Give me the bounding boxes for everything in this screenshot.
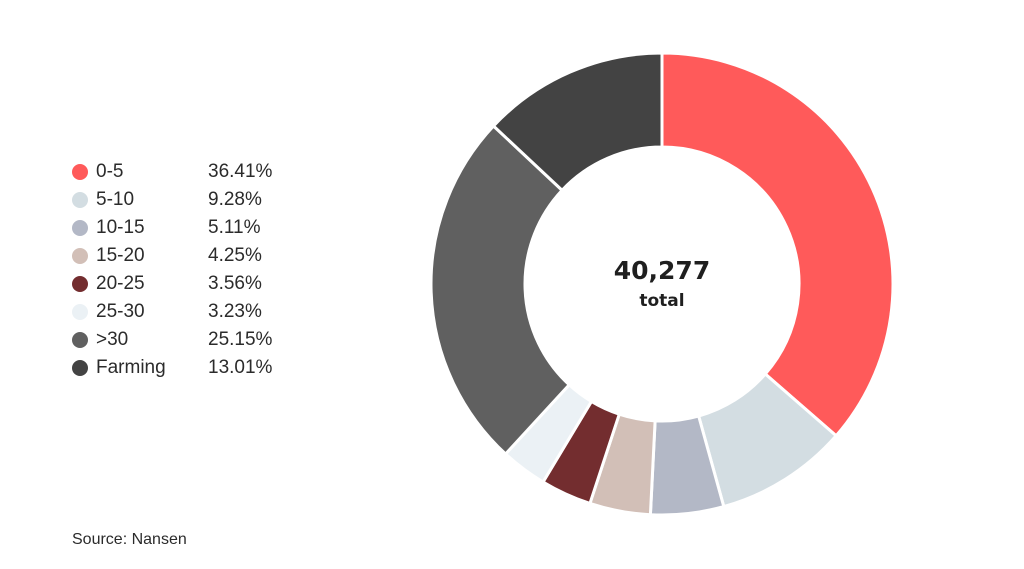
- legend-item: 15-20 4.25%: [72, 242, 312, 270]
- legend-value: 5.11%: [208, 217, 261, 238]
- donut-slices: [430, 52, 894, 516]
- legend-label: >30: [96, 329, 129, 350]
- legend-value: 9.28%: [208, 189, 262, 210]
- legend-swatch: [72, 304, 88, 320]
- donut-slice: [491, 52, 664, 193]
- legend-label: 20-25: [96, 273, 145, 294]
- legend-swatch: [72, 192, 88, 208]
- legend-label: 0-5: [96, 161, 124, 182]
- legend-label: Farming: [96, 357, 166, 378]
- center-total-label: total: [639, 291, 684, 311]
- legend-swatch: [72, 276, 88, 292]
- legend-swatch: [72, 164, 88, 180]
- donut-chart-svg: 40,277 total: [430, 52, 894, 516]
- donut-slice: [660, 52, 894, 438]
- legend-item: 0-5 36.41%: [72, 158, 312, 186]
- legend-value: 36.41%: [208, 161, 273, 182]
- legend-label: 15-20: [96, 245, 145, 266]
- legend-swatch: [72, 220, 88, 236]
- legend-label: 5-10: [96, 189, 135, 210]
- legend-label: 10-15: [96, 217, 145, 238]
- donut-slice: [430, 123, 572, 457]
- legend-item: 20-25 3.56%: [72, 270, 312, 298]
- center-total-value: 40,277: [614, 256, 710, 285]
- legend-value: 3.56%: [208, 273, 262, 294]
- donut-chart: 40,277 total: [430, 52, 894, 516]
- legend-label: 25-30: [96, 301, 145, 322]
- legend-value: 25.15%: [208, 329, 273, 350]
- legend-swatch: [72, 248, 88, 264]
- legend-value: 13.01%: [208, 357, 273, 378]
- legend-item: 25-30 3.23%: [72, 298, 312, 326]
- legend-item: 10-15 5.11%: [72, 214, 312, 242]
- legend-item: 5-10 9.28%: [72, 186, 312, 214]
- legend-swatch: [72, 360, 88, 376]
- legend-item: Farming 13.01%: [72, 354, 312, 382]
- legend-swatch: [72, 332, 88, 348]
- source-note: Source: Nansen: [72, 531, 187, 548]
- legend-item: >30 25.15%: [72, 326, 312, 354]
- legend-value: 4.25%: [208, 245, 262, 266]
- chart-legend: 0-5 36.41% 5-10 9.28% 10-15 5.11% 15-20 4.25% 20…: [72, 158, 312, 382]
- legend-value: 3.23%: [208, 301, 262, 322]
